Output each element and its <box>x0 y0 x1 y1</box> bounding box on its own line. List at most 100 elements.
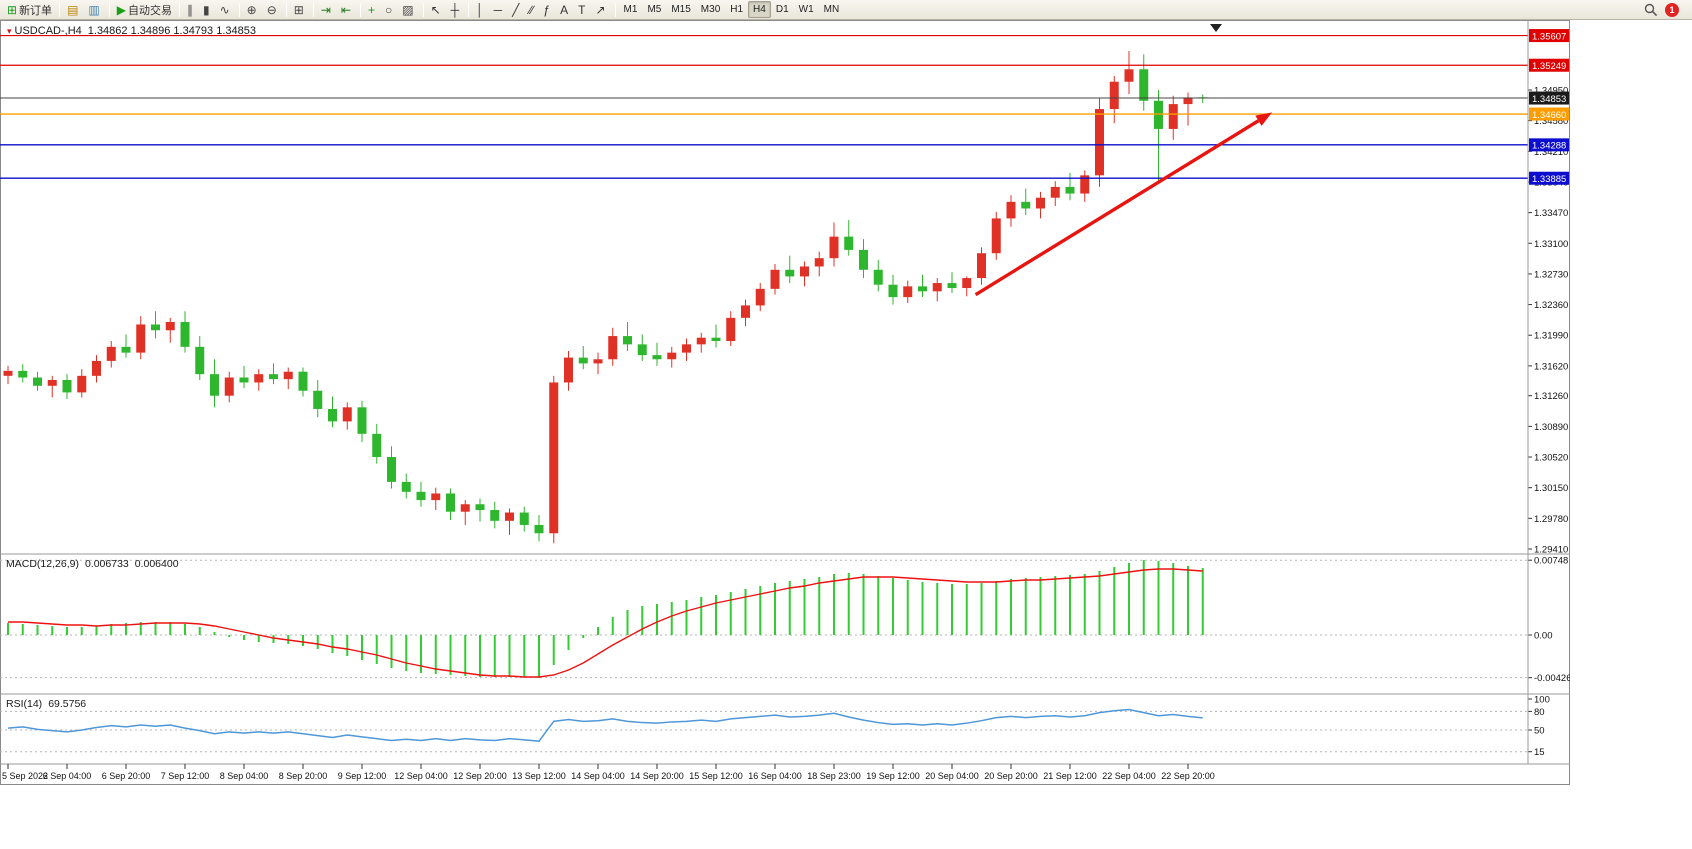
templates-button[interactable]: ▨ <box>398 1 419 18</box>
candle-body-down <box>313 390 323 409</box>
trend-arrow-line[interactable] <box>974 119 1260 297</box>
cursor-button[interactable]: ↖ <box>427 1 447 18</box>
crosshair-icon: ┼ <box>450 2 460 17</box>
time-axis-label: 12 Sep 04:00 <box>394 771 448 781</box>
trendline-button[interactable]: ╱ <box>508 1 525 18</box>
candle-body-down <box>239 377 249 383</box>
text-button[interactable]: A <box>556 1 574 18</box>
time-axis-label: 19 Sep 12:00 <box>866 771 920 781</box>
time-axis-label: 8 Sep 04:00 <box>220 771 269 781</box>
time-axis-label: 18 Sep 23:00 <box>807 771 861 781</box>
horizontal-line-button[interactable]: ─ <box>490 1 509 18</box>
periods-button[interactable]: ○ <box>381 1 398 18</box>
candle-body-up <box>1006 201 1016 219</box>
macd-axis-label: -0.004267 <box>1534 673 1570 684</box>
candle-body-down <box>873 269 883 285</box>
scroll-end-marker-icon[interactable] <box>1210 24 1222 32</box>
resistance-line-1-badge <box>1529 29 1569 43</box>
fibonacci-button[interactable]: ƒ <box>539 1 556 18</box>
auto-scroll-button[interactable]: ⇥ <box>317 1 337 18</box>
timeframe-m1-button[interactable]: M1 <box>619 1 643 18</box>
candle-body-down <box>180 321 190 347</box>
new-order-icon: ⊞ <box>7 2 18 17</box>
channel-button[interactable]: ∕∕ <box>525 1 539 18</box>
toolbar-separator <box>312 2 314 17</box>
toolbar-separator <box>59 2 61 17</box>
arrows-icon: ↗ <box>595 2 606 17</box>
toolbar-separator <box>178 2 180 17</box>
candle-body-down <box>328 408 337 422</box>
candle-body-down <box>859 249 868 270</box>
candle-body-down <box>357 407 367 434</box>
time-axis-label: 13 Sep 12:00 <box>512 771 566 781</box>
candle-body-up <box>505 512 514 521</box>
candlestick-chart-icon: ▮ <box>202 2 210 17</box>
new-order-button-label: 新订单 <box>19 4 53 17</box>
price-tick-label: 1.32360 <box>1534 300 1568 311</box>
auto-scroll-icon: ⇥ <box>320 2 331 17</box>
arrows-button[interactable]: ↗ <box>591 1 611 18</box>
search-icon[interactable] <box>1644 3 1658 17</box>
candle-body-up <box>1080 175 1090 194</box>
tile-windows-button[interactable]: ⊞ <box>290 1 310 18</box>
timeframe-mn-button[interactable]: MN <box>819 1 845 18</box>
timeframe-h1-button-label: H1 <box>730 4 744 15</box>
crosshair-button[interactable]: ┼ <box>447 1 466 18</box>
candle-body-up <box>593 359 603 364</box>
market-watch-button[interactable]: ▥ <box>84 1 105 18</box>
timeframe-m30-button[interactable]: M30 <box>696 1 725 18</box>
candle-body-up <box>1124 69 1134 82</box>
support-line-1-badge <box>1529 138 1569 152</box>
timeframe-h1-button[interactable]: H1 <box>725 1 748 18</box>
timeframe-h4-button-label: H4 <box>753 4 766 15</box>
time-axis-label: 8 Sep 20:00 <box>279 771 328 781</box>
line-chart-button[interactable]: ∿ <box>216 1 236 18</box>
timeframe-w1-button[interactable]: W1 <box>794 1 819 18</box>
rsi-axis-label: 50 <box>1534 726 1545 737</box>
auto-trading-button[interactable]: ▶ 自动交易 <box>113 1 176 18</box>
timeframe-m15-button[interactable]: M15 <box>666 1 695 18</box>
time-axis-label: 21 Sep 12:00 <box>1043 771 1097 781</box>
timeframe-m15-button-label: M15 <box>671 4 691 15</box>
time-axis-label: 14 Sep 04:00 <box>571 771 625 781</box>
candle-body-down <box>33 377 42 386</box>
candlestick-chart-button[interactable]: ▮ <box>199 1 216 18</box>
timeframe-m30-button-label: M30 <box>700 4 721 15</box>
timeframe-mn-button-label: MN <box>823 4 840 15</box>
timeframe-m1-button-label: M1 <box>623 4 638 15</box>
candle-body-down <box>623 336 632 345</box>
fibonacci-icon: ƒ <box>543 2 551 17</box>
price-tick-label: 1.34210 <box>1534 147 1568 158</box>
pivot-line-orange-badge <box>1529 107 1569 121</box>
candle-body-up <box>47 379 57 386</box>
timeframe-m5-button[interactable]: M5 <box>642 1 666 18</box>
timeframe-h4-button[interactable]: H4 <box>748 1 771 18</box>
chart-shift-button[interactable]: ⇤ <box>337 1 357 18</box>
vertical-line-button[interactable]: │ <box>472 1 490 18</box>
timeframe-m5-button-label: M5 <box>647 4 662 15</box>
timeframe-d1-button[interactable]: D1 <box>771 1 794 18</box>
zoom-in-button[interactable]: ⊕ <box>243 1 263 18</box>
rsi-axis-label: 100 <box>1534 695 1550 706</box>
candle-body-down <box>918 286 927 292</box>
candle-body-up <box>829 236 839 259</box>
candle-body-up <box>814 258 824 267</box>
chart-window[interactable]: 1.349501.345801.342101.338401.334701.331… <box>0 20 1577 785</box>
toolbar-separator <box>108 2 110 17</box>
zoom-out-button[interactable]: ⊖ <box>263 1 283 18</box>
new-order-button[interactable]: ⊞ 新订单 <box>3 1 56 18</box>
candle-body-up <box>1036 197 1045 209</box>
candle-body-up <box>932 283 942 292</box>
bar-chart-button[interactable]: ∥ <box>183 1 199 18</box>
candle-body-up <box>549 382 559 534</box>
notification-badge[interactable]: 1 <box>1665 2 1679 17</box>
candle-body-down <box>711 337 721 342</box>
indicators-button[interactable]: + <box>364 1 381 18</box>
candle-body-up <box>800 266 809 277</box>
price-chart-svg[interactable]: 1.349501.345801.342101.338401.334701.331… <box>0 20 1577 785</box>
text-label-button[interactable]: T <box>574 1 591 18</box>
channel-icon: ∕∕ <box>529 2 534 17</box>
trendline-icon: ╱ <box>512 2 520 17</box>
auto-trading-button-label: 自动交易 <box>127 4 172 17</box>
charts-profile-button[interactable]: ▤ <box>63 1 84 18</box>
